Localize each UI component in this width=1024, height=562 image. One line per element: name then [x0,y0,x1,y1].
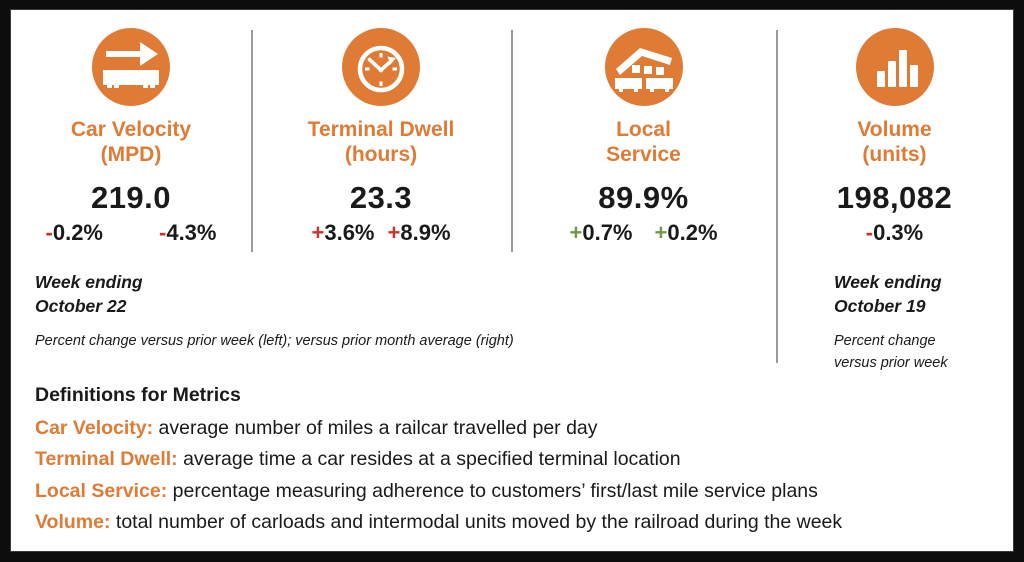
week-ending-line2: October 19 [834,295,926,316]
metric-changes: -0.3% [866,220,923,246]
metric-label-line2: (units) [862,142,927,166]
metric-changes: +0.7% +0.2% [569,220,717,246]
bar-chart-icon [855,28,934,106]
change-sign: - [45,219,53,245]
metric-label-line2: (hours) [344,142,418,166]
metric-value: 23.3 [349,179,413,215]
change-sign: + [387,219,401,245]
percent-change-note-line1: Percent change [834,333,936,350]
change-sign: + [569,219,583,245]
definition-description: total number of carloads and intermodal … [110,511,843,534]
change-vs-prior-month: +8.9% [388,220,451,246]
change-vs-prior-week: -0.3% [866,220,923,246]
change-value: 8.9% [400,219,451,245]
metric-card-volume: Volume (units) 198,082 -0.3% [776,10,1013,246]
change-value: 0.2% [52,219,103,245]
metrics-report-card: Car Velocity (MPD) 219.0 -0.2% -4.3% [10,9,1014,552]
footnote-volume: Week ending October 19 Percent change ve… [834,271,1004,375]
railcar-speed-icon [92,28,170,106]
week-ending-label: Week ending October 22 [35,271,595,318]
definitions-section: Definitions for Metrics Car Velocity: av… [35,384,995,543]
week-ending-line1: Week ending [35,272,143,292]
metric-card-local-service: Local Service 89.9% +0.7% +0.2% [511,10,776,246]
metric-changes: -0.2% -4.3% [46,220,217,246]
definition-term: Terminal Dwell: [35,448,178,471]
metric-value: 198,082 [836,179,953,215]
percent-change-note: Percent change versus prior week [834,331,1004,375]
change-value: 0.3% [873,219,924,245]
clock-icon [342,28,420,106]
definition-term: Car Velocity: [35,417,154,439]
definition-description: average time a car resides at a specifie… [177,448,681,471]
metric-label: Terminal Dwell (hours) [308,118,455,168]
change-value: 4.3% [166,219,217,245]
change-vs-prior-week: +3.6% [311,220,374,246]
metric-label-line1: Volume [857,118,932,141]
change-vs-prior-week: +0.7% [569,220,632,246]
metric-label-line1: Terminal Dwell [307,118,455,141]
week-ending-line1: Week ending [834,272,942,292]
metric-value: 219.0 [90,179,172,215]
metric-label-line2: Service [606,142,681,166]
column-divider [511,30,513,252]
change-value: 0.2% [667,219,718,245]
definition-term: Volume: [35,511,111,534]
definition-terminal-dwell: Terminal Dwell: average time a car resid… [35,448,995,470]
footnote-service-metrics: Week ending October 22 Percent change ve… [35,271,595,353]
definition-car-velocity: Car Velocity: average number of miles a … [35,417,995,439]
week-ending-label: Week ending October 19 [834,271,1004,318]
metric-card-car-velocity: Car Velocity (MPD) 219.0 -0.2% -4.3% [11,10,251,246]
percent-change-note: Percent change versus prior week (left);… [35,333,514,350]
metrics-row: Car Velocity (MPD) 219.0 -0.2% -4.3% [11,10,1013,246]
metric-card-terminal-dwell: Terminal Dwell (hours) 23.3 +3.6% +8.9% [251,10,511,246]
definition-term: Local Service: [35,479,168,502]
metric-label-line1: Car Velocity [70,118,192,141]
change-sign: + [654,219,668,245]
percent-change-note-line2: versus prior week [834,355,948,371]
change-vs-prior-week: -0.2% [46,220,103,246]
definition-volume: Volume: total number of carloads and int… [35,511,995,533]
change-sign: - [159,219,167,245]
change-vs-prior-month: -4.3% [159,220,216,246]
week-ending-line2: October 22 [35,295,127,316]
metric-label-line2: (MPD) [100,142,162,166]
warehouse-railcars-icon [604,28,683,106]
metric-label: Volume (units) [857,118,931,168]
change-value: 0.7% [582,219,633,245]
change-vs-prior-month: +0.2% [655,220,718,246]
metric-label-line1: Local [616,118,671,141]
column-divider [776,30,778,363]
definition-local-service: Local Service: percentage measuring adhe… [35,480,995,502]
definition-description: average number of miles a railcar travel… [153,417,598,439]
column-divider [251,30,253,252]
metric-label: Local Service [606,118,681,168]
metric-label: Car Velocity (MPD) [71,118,191,168]
change-sign: - [865,219,874,245]
metric-value: 89.9% [598,179,689,215]
change-value: 3.6% [324,219,375,245]
definitions-heading: Definitions for Metrics [35,384,241,406]
metric-changes: +3.6% +8.9% [311,220,450,246]
change-sign: + [311,219,325,245]
definition-description: percentage measuring adherence to custom… [167,479,818,502]
